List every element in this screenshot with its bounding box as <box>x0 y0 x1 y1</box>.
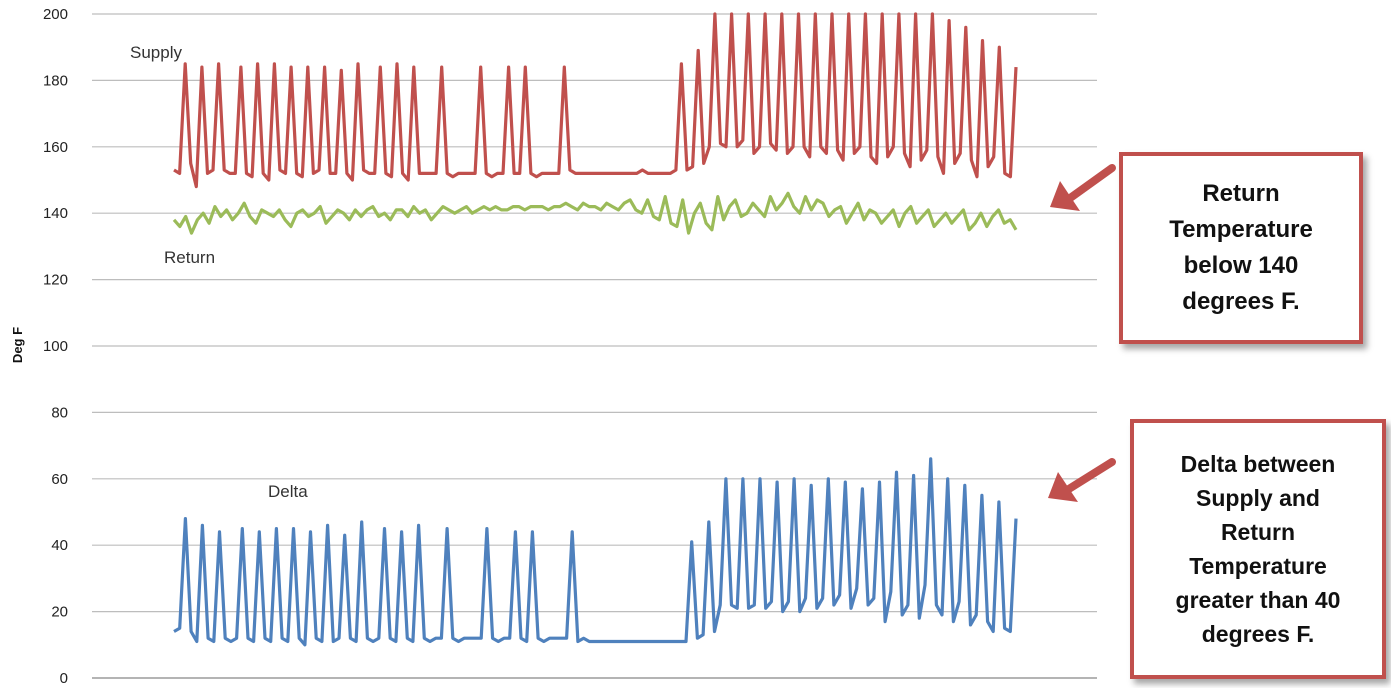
series-line-return <box>172 191 1018 235</box>
series-lines <box>172 12 1018 647</box>
y-tick-label-120: 120 <box>43 272 68 289</box>
callout-return-temperature: Return Temperature below 140 degrees F. <box>1119 152 1363 344</box>
y-tick-label-40: 40 <box>51 537 68 554</box>
y-tick-label-20: 20 <box>51 604 68 621</box>
series-line-supply <box>173 12 1018 189</box>
y-axis-title: Deg F <box>10 327 25 363</box>
callout-delta-text: Delta between Supply and Return Temperat… <box>1175 451 1341 647</box>
y-axis-ticks: 0 20 40 60 80 100 120 140 160 180 200 <box>43 6 68 687</box>
y-tick-label-160: 160 <box>43 139 68 156</box>
callout-delta: Delta between Supply and Return Temperat… <box>1130 419 1386 679</box>
y-tick-label-140: 140 <box>43 205 68 222</box>
callout-return-text: Return Temperature below 140 degrees F. <box>1169 180 1313 315</box>
series-label-supply: Supply <box>130 43 182 62</box>
series-label-delta: Delta <box>268 482 308 501</box>
series-line-delta <box>173 457 1018 647</box>
delta-callout-arrow-head <box>1048 472 1078 502</box>
series-label-return: Return <box>164 248 215 267</box>
y-tick-label-180: 180 <box>43 72 68 89</box>
delta-callout-arrow-shaft <box>1060 458 1116 496</box>
callout-arrows <box>1048 164 1116 502</box>
y-tick-label-80: 80 <box>51 404 68 421</box>
series-labels: Supply Return Delta <box>130 43 308 501</box>
return-callout-arrow-head <box>1050 181 1080 211</box>
y-tick-label-60: 60 <box>51 471 68 488</box>
return-callout-arrow-shaft <box>1062 164 1116 205</box>
y-tick-label-0: 0 <box>60 670 68 687</box>
y-tick-label-100: 100 <box>43 338 68 355</box>
y-tick-label-200: 200 <box>43 6 68 23</box>
